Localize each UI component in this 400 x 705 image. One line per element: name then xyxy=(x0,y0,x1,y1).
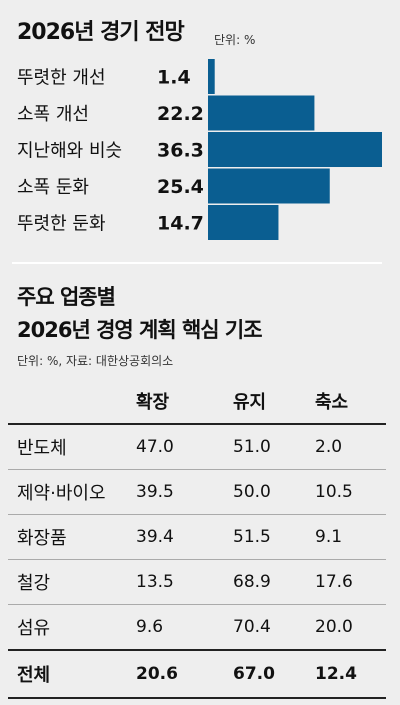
cell-maintain: 50.0 xyxy=(233,469,315,515)
section-divider xyxy=(12,262,382,264)
header-maintain: 유지 xyxy=(233,378,315,425)
bar-value-label: 14.7 xyxy=(157,213,204,235)
header-reduce: 축소 xyxy=(315,378,386,425)
table-row: 반도체 47.0 51.0 2.0 xyxy=(8,424,386,470)
industry-plan-title-line2: 2026년 경영 계획 핵심 기조 xyxy=(17,318,263,342)
row-label: 섬유 xyxy=(8,604,136,651)
total-expand: 20.6 xyxy=(136,649,233,699)
bar-category-label: 뚜렷한 개선 xyxy=(17,68,106,89)
cell-maintain: 51.0 xyxy=(233,424,315,470)
bar-category-label: 소폭 개선 xyxy=(17,104,89,125)
bar xyxy=(208,59,215,94)
bar-value-label: 25.4 xyxy=(157,176,204,198)
bar-category-label: 소폭 둔화 xyxy=(17,177,89,198)
table-row: 화장품 39.4 51.5 9.1 xyxy=(8,514,386,560)
cell-expand: 13.5 xyxy=(136,559,233,605)
cell-maintain: 68.9 xyxy=(233,559,315,605)
industry-plan-title-line1: 주요 업종별 xyxy=(17,285,116,309)
bar-category-label: 뚜렷한 둔화 xyxy=(17,214,106,235)
cell-expand: 47.0 xyxy=(136,424,233,470)
row-label: 철강 xyxy=(8,559,136,605)
economy-outlook-unit: 단위: % xyxy=(214,33,256,47)
cell-maintain: 51.5 xyxy=(233,514,315,560)
table-row: 섬유 9.6 70.4 20.0 xyxy=(8,604,386,651)
cell-reduce: 17.6 xyxy=(315,559,386,605)
bar-value-label: 1.4 xyxy=(157,67,191,89)
bar-value-label: 22.2 xyxy=(157,103,204,125)
cell-reduce: 9.1 xyxy=(315,514,386,560)
total-maintain: 67.0 xyxy=(233,649,315,699)
bar-value-label: 36.3 xyxy=(157,140,204,162)
row-label: 반도체 xyxy=(8,424,136,470)
table-total-row: 전체 20.6 67.0 12.4 xyxy=(8,649,386,699)
table-header-row: 확장 유지 축소 xyxy=(8,378,386,425)
cell-reduce: 20.0 xyxy=(315,604,386,651)
row-label: 제약·바이오 xyxy=(8,469,136,515)
total-label: 전체 xyxy=(8,649,136,699)
total-reduce: 12.4 xyxy=(315,649,386,699)
economy-outlook-bar-chart: 뚜렷한 개선 1.4 소폭 개선 22.2 지난해와 비슷 36.3 소폭 둔화 25.4 뚜렷… xyxy=(17,59,382,240)
header-expand: 확장 xyxy=(136,378,233,425)
table-row: 제약·바이오 39.5 50.0 10.5 xyxy=(8,469,386,515)
header-blank xyxy=(8,378,136,425)
economy-outlook-title: 2026년 경기 전망 xyxy=(17,20,185,45)
bar xyxy=(208,168,330,204)
table-row: 철강 13.5 68.9 17.6 xyxy=(8,559,386,605)
bar xyxy=(208,95,315,131)
bar-category-label: 지난해와 비슷 xyxy=(17,141,122,162)
cell-maintain: 70.4 xyxy=(233,604,315,651)
industry-plan-table: 확장 유지 축소 반도체 47.0 51.0 2.0 제약·바이오 39.5 5… xyxy=(8,378,386,699)
cell-expand: 9.6 xyxy=(136,604,233,651)
cell-reduce: 10.5 xyxy=(315,469,386,515)
industry-plan-title: 주요 업종별 2026년 경영 계획 핵심 기조 xyxy=(17,281,263,347)
industry-plan-source: 단위: %, 자료: 대한상공회의소 xyxy=(17,354,174,368)
row-label: 화장품 xyxy=(8,514,136,560)
cell-expand: 39.4 xyxy=(136,514,233,560)
bar xyxy=(208,132,382,167)
cell-expand: 39.5 xyxy=(136,469,233,515)
bar xyxy=(208,205,279,240)
cell-reduce: 2.0 xyxy=(315,424,386,470)
